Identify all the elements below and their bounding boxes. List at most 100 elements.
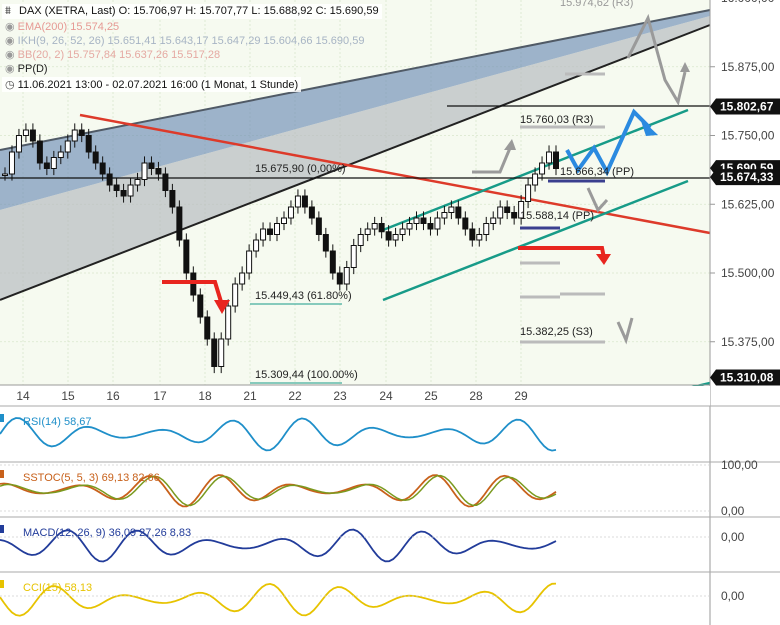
x-tick-label: 22 — [288, 389, 302, 403]
candle-body — [350, 245, 357, 268]
lower-trendline — [0, 24, 711, 301]
candle-body — [280, 217, 287, 224]
chart-icon: ⩩ — [5, 5, 11, 17]
candle-body — [434, 217, 441, 230]
eye-icon[interactable]: ◉ — [5, 21, 18, 33]
upper-trendline — [0, 9, 711, 151]
candle-body — [8, 151, 15, 175]
candle-body — [92, 151, 99, 164]
legend-bb[interactable]: ◉ BB(20, 2) 15.757,84 15.637,26 15.517,2… — [2, 48, 382, 61]
candle-body — [378, 223, 385, 233]
candle-body — [141, 162, 148, 180]
eye-icon[interactable]: ◉ — [5, 63, 18, 75]
fib-level-label: 15.449,43 (61.80%) — [255, 290, 352, 302]
candle-body — [476, 234, 483, 241]
fib-level-label: 15.760,03 (R3) — [520, 114, 593, 126]
y-axis-ticks: 16.000,00 15.875,00 15.750,00 15.625,00 15.5… — [710, 0, 775, 349]
candle-body — [308, 206, 315, 219]
indicator-tick-label: 0,00 — [721, 504, 745, 518]
candle-body — [43, 162, 50, 169]
price-tag-label: 15.674,33 — [720, 170, 774, 184]
x-tick-label: 29 — [514, 389, 528, 403]
legend-pp[interactable]: ◉ PP(D) — [2, 62, 382, 75]
indicator-line — [0, 417, 557, 452]
teal-channel-lower — [382, 179, 689, 302]
candle-body — [441, 212, 448, 219]
candle-body — [211, 338, 218, 367]
candle-body — [225, 305, 232, 340]
fib-level-label: 15.588,14 (PP) — [520, 210, 594, 222]
fib-labels: 15.974,62 (R3) 15.760,03 (R3) 15.675,90 (0… — [255, 0, 634, 381]
indicator-label[interactable]: RSI(14) 58,67 — [0, 414, 91, 428]
y-tick-label: 15.375,00 — [721, 335, 775, 349]
legend-ema[interactable]: ◉ EMA(200) 15.574,25 — [2, 20, 382, 33]
candle-body — [120, 190, 127, 197]
x-tick-label: 15 — [61, 389, 75, 403]
candle-body — [315, 217, 322, 235]
red-down-arrow-1-head — [214, 300, 230, 314]
fib-level-label: 15.974,62 (R3) — [560, 0, 633, 9]
candle-body — [148, 162, 155, 169]
candle-body — [57, 151, 64, 158]
candle-body — [29, 129, 36, 142]
price-tag-bg — [710, 169, 780, 186]
candle-body — [539, 162, 546, 175]
indicator-text: MACD(12, 26, 9) 36,09 27,26 8,83 — [23, 527, 191, 539]
indicator-signal-line — [0, 474, 557, 507]
indicator-tick-label: 0,00 — [721, 530, 745, 544]
candle-body — [455, 206, 462, 219]
candle-body — [469, 228, 476, 241]
candle-body — [260, 228, 267, 241]
candle-body — [546, 151, 553, 164]
candle-body — [113, 184, 120, 191]
candle-body — [322, 234, 329, 252]
legend-ikh[interactable]: ◉ IKH(9, 26, 52, 26) 15.651,41 15.643,17… — [2, 34, 382, 47]
eye-icon[interactable]: ◉ — [5, 49, 18, 61]
candle-body — [106, 173, 113, 186]
x-tick-label: 23 — [333, 389, 347, 403]
indicator-label[interactable]: MACD(12, 26, 9) 36,09 27,26 8,83 — [0, 525, 191, 539]
x-tick-label: 28 — [469, 389, 483, 403]
candle-body — [483, 223, 490, 235]
legend: ⩩ DAX (XETRA, Last) O: 15.706,97 H: 15.70… — [2, 4, 382, 92]
candle-body — [155, 168, 162, 175]
indicator-line — [0, 582, 557, 617]
candle-body — [99, 162, 106, 175]
range-text: 11.06.2021 13:00 - 02.07.2021 16:00 (1 M… — [17, 79, 299, 91]
fib-level-label: 15.675,90 (0,00%) — [255, 163, 346, 175]
indicator-line — [0, 474, 557, 508]
indicator-swatch — [0, 580, 4, 588]
x-tick-label: 24 — [379, 389, 393, 403]
candle-body — [392, 234, 399, 241]
red-down-arrow-2-head — [596, 254, 611, 265]
indicator-text: CCI(15) 58,13 — [23, 582, 92, 594]
candle-body — [183, 239, 190, 274]
candle-body — [385, 231, 392, 241]
candle-body — [448, 206, 455, 213]
candle-body — [253, 239, 260, 252]
indicator-label[interactable]: CCI(15) 58,13 — [0, 580, 92, 594]
candle-body — [169, 190, 176, 208]
price-tag-bg — [710, 98, 780, 115]
ichimoku-cloud — [0, 10, 710, 210]
bb-text: BB(20, 2) 15.757,84 15.637,26 15.517,28 — [17, 49, 221, 61]
indicator-swatch — [0, 414, 4, 422]
candle-body — [497, 206, 504, 219]
gray-arrow-up-2 — [626, 13, 687, 106]
candle-body — [218, 338, 225, 367]
candle-body — [357, 234, 364, 246]
indicator-line — [0, 528, 557, 563]
candle-body — [162, 173, 169, 191]
indicator-text: SSTOC(5, 5, 3) 69,13 82,66 — [23, 472, 160, 484]
candle-body — [246, 250, 253, 274]
eye-icon[interactable]: ◉ — [5, 35, 18, 47]
gray-arrow-down — [586, 187, 609, 213]
ohlc-readout: DAX (XETRA, Last) O: 15.706,97 H: 15.707… — [19, 5, 379, 17]
candle-body — [413, 217, 420, 224]
legend-title: ⩩ DAX (XETRA, Last) O: 15.706,97 H: 15.70… — [2, 4, 382, 19]
indicator-label[interactable]: SSTOC(5, 5, 3) 69,13 82,66 — [0, 470, 160, 484]
candle-body — [518, 201, 525, 219]
x-tick-label: 14 — [16, 389, 30, 403]
